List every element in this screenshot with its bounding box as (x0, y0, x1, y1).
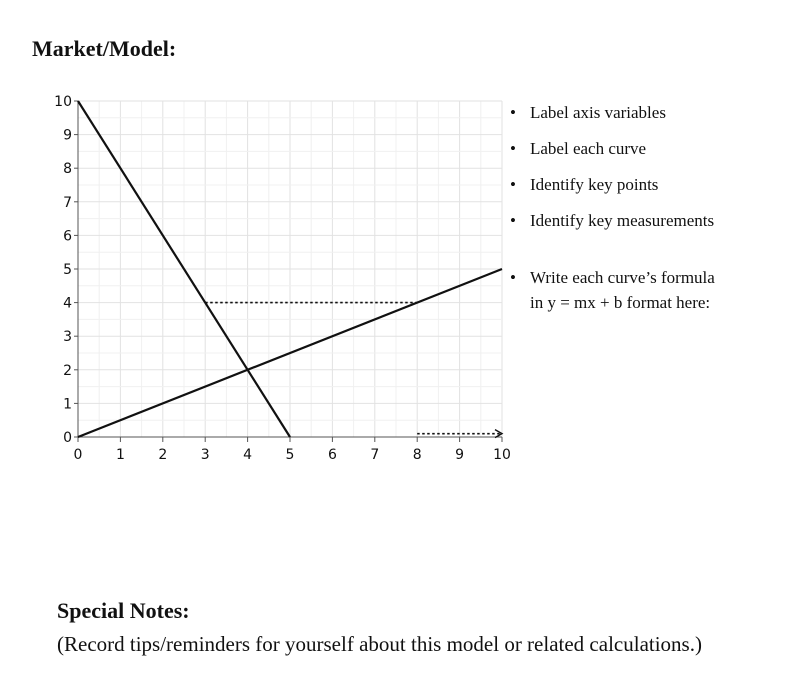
x-tick-label: 6 (328, 447, 337, 463)
page-title: Market/Model: (32, 36, 177, 61)
x-tick-label: 8 (413, 447, 422, 463)
y-tick-label: 0 (63, 430, 72, 446)
x-tick-label: 7 (370, 447, 379, 463)
series-line (77, 100, 291, 438)
instruction-item: • Identify key points (510, 175, 659, 194)
chart: 0 1 2 3 4 5 6 7 8 9 10 0 1 2 3 4 5 6 7 8 9 10 (54, 94, 511, 463)
x-tick-label: 10 (493, 447, 511, 463)
x-tick-label: 2 (158, 447, 167, 463)
bullet-icon: • (510, 139, 516, 158)
y-tick-label: 5 (63, 262, 72, 278)
bullet-icon: • (510, 103, 516, 122)
bullet-icon: • (510, 268, 516, 287)
special-notes-body: (Record tips/reminders for yourself abou… (57, 632, 702, 656)
bullet-icon: • (510, 211, 516, 230)
y-tick-label: 9 (63, 128, 72, 144)
x-tick-label: 9 (455, 447, 464, 463)
chart-annotations (205, 301, 504, 439)
x-tick-label: 1 (116, 447, 125, 463)
bullet-icon: • (510, 175, 516, 194)
y-tick-label: 7 (63, 195, 72, 211)
y-tick-label: 4 (63, 296, 72, 312)
chart-series (77, 100, 503, 439)
instruction-list: • Label axis variables • Label each curve … (510, 102, 800, 331)
x-tick-label: 4 (243, 447, 252, 463)
instruction-item-formula: • Write each curve’s formula in y = mx + b… (510, 268, 715, 312)
y-tick-label: 1 (63, 396, 72, 412)
y-tick-label: 8 (63, 161, 72, 177)
y-tick-label: 3 (63, 329, 72, 345)
y-tick-label: 6 (63, 228, 72, 244)
x-tick-label: 5 (286, 447, 295, 463)
y-tick-label: 10 (54, 94, 72, 110)
y-tick-label: 2 (63, 363, 72, 379)
x-tick-label: 3 (201, 447, 210, 463)
arrow-head-icon (494, 429, 504, 439)
instruction-item: • Label axis variables (510, 103, 666, 122)
instruction-item: • Identify key measurements (510, 211, 715, 230)
chart-grid (77, 100, 503, 438)
instruction-item: • Label each curve (510, 139, 647, 158)
chart-ticks: 0 1 2 3 4 5 6 7 8 9 10 0 1 2 3 4 5 6 7 8 9 10 (54, 94, 511, 463)
x-tick-label: 0 (74, 447, 83, 463)
special-notes-title: Special Notes: (57, 598, 190, 623)
series-line (77, 267, 503, 439)
